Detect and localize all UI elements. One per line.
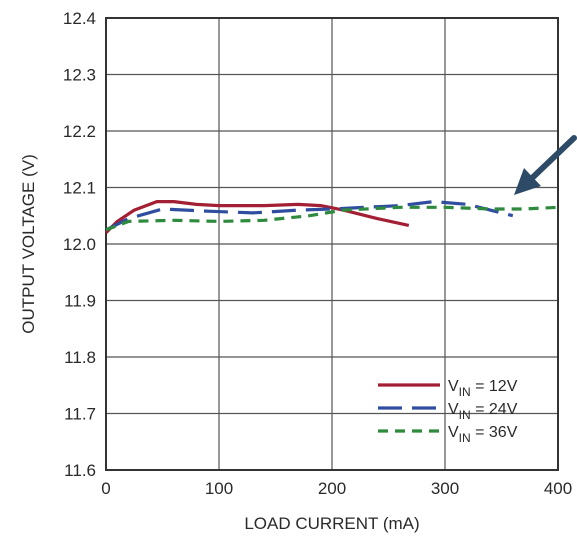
x-tick-label: 400 (544, 479, 572, 498)
tick-labels: 0 100 200 300 400 11.6 11.7 11.8 11.9 12.0 12.1 12.… (63, 9, 572, 498)
legend-label-subscript: IN (459, 431, 471, 445)
arrow-shaft (527, 135, 577, 183)
legend-label-subscript: IN (459, 408, 471, 422)
annotation-arrow (514, 135, 577, 195)
plot-frame (105, 17, 559, 471)
y-tick-label: 12.2 (63, 122, 96, 141)
arrow-head (514, 168, 541, 195)
y-axis-title: OUTPUT VOLTAGE (V) (19, 154, 38, 333)
y-tick-label: 12.4 (63, 9, 96, 28)
legend-label-suffix: = 12V (471, 378, 518, 395)
legend-label-3: VIN = 36V (448, 424, 518, 445)
y-tick-label: 12.3 (63, 66, 96, 85)
legend-label-subscript: IN (459, 385, 471, 399)
legend-label-main: V (448, 401, 459, 418)
x-tick-label: 100 (205, 479, 233, 498)
y-tick-label: 12.0 (63, 235, 96, 254)
y-tick-label: 11.6 (64, 461, 96, 480)
series-lines (104, 200, 559, 234)
y-tick-label: 12.1 (63, 179, 96, 198)
legend-label-main: V (448, 424, 459, 441)
y-tick-label: 11.7 (64, 405, 96, 424)
x-tick-label: 200 (318, 479, 346, 498)
legend-label-2: VIN = 24V (448, 401, 518, 422)
legend-label-main: V (448, 378, 459, 395)
x-axis-title: LOAD CURRENT (mA) (244, 514, 419, 533)
legend-label-suffix: = 36V (471, 424, 518, 441)
y-tick-label: 11.9 (64, 292, 96, 311)
series-line-3 (105, 205, 559, 232)
legend-label-suffix: = 24V (471, 401, 518, 418)
x-tick-label: 0 (101, 479, 110, 498)
y-tick-label: 11.8 (64, 348, 96, 367)
x-tick-label: 300 (431, 479, 459, 498)
legend-label-1: VIN = 12V (448, 378, 518, 399)
